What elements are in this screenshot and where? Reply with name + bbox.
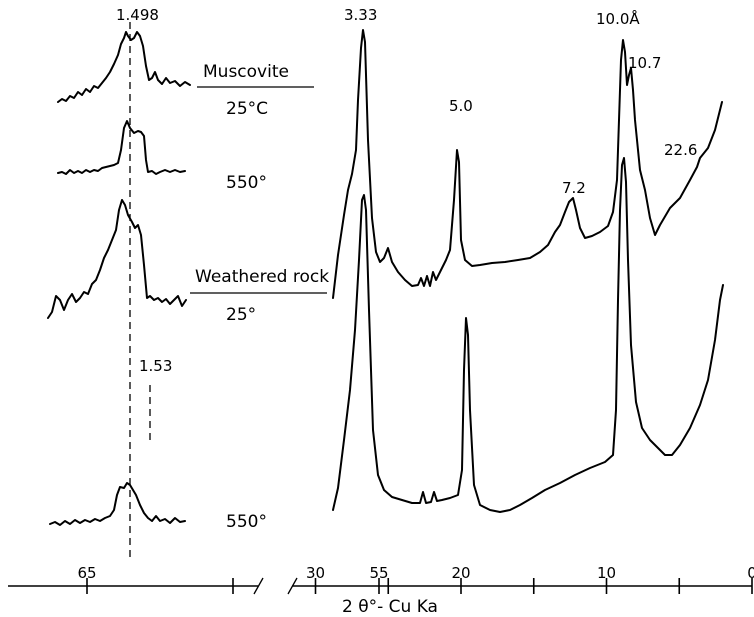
annotation-550-top: 550° <box>226 173 267 193</box>
right-panel-traces <box>332 29 724 513</box>
peak-label-22-6: 22.6 <box>664 141 697 159</box>
annotation-25c: 25°C <box>226 99 268 119</box>
peak-label-10-7: 10.7 <box>628 54 661 72</box>
annotation-muscovite: Muscovite <box>203 62 289 82</box>
annotation-550-bottom: 550° <box>226 512 267 532</box>
peak-label-3-33: 3.33 <box>344 6 377 24</box>
annotation-weathered-rock: Weathered rock <box>195 267 329 287</box>
axis-break-right <box>287 577 298 595</box>
left-panel-tick-label-55: 55 <box>369 564 388 582</box>
right-panel-tick-label-10: 10 <box>597 564 616 582</box>
right-trace-weathered-550 <box>332 157 724 513</box>
left-trace-weathered-25 <box>47 199 187 319</box>
peak-label-7-2: 7.2 <box>562 179 586 197</box>
left-trace-weathered-550 <box>49 482 186 526</box>
left-panel-tick-label-65: 65 <box>77 564 96 582</box>
left-trace-muscovite-550 <box>57 120 186 175</box>
annotation-25: 25° <box>226 305 256 325</box>
left-panel-traces <box>47 31 191 526</box>
right-panel-tick-label-20: 20 <box>451 564 470 582</box>
left-trace-muscovite-25c <box>57 31 191 103</box>
right-trace-muscovite-25c <box>332 29 723 299</box>
right-panel-tick-label-30: 30 <box>306 564 325 582</box>
label-1-498: 1.498 <box>116 6 159 24</box>
axis-break-left <box>253 577 264 595</box>
label-1-53: 1.53 <box>139 357 172 375</box>
peak-label-10-0: 10.0Å <box>596 9 640 28</box>
x-axis-label: 2 θ°- Cu Ka <box>342 597 438 617</box>
x-axis-ticks: 65 55 30 20 10 0 <box>77 564 754 594</box>
right-panel-tick-label-0: 0 <box>747 564 754 582</box>
peak-label-5-0: 5.0 <box>449 97 473 115</box>
